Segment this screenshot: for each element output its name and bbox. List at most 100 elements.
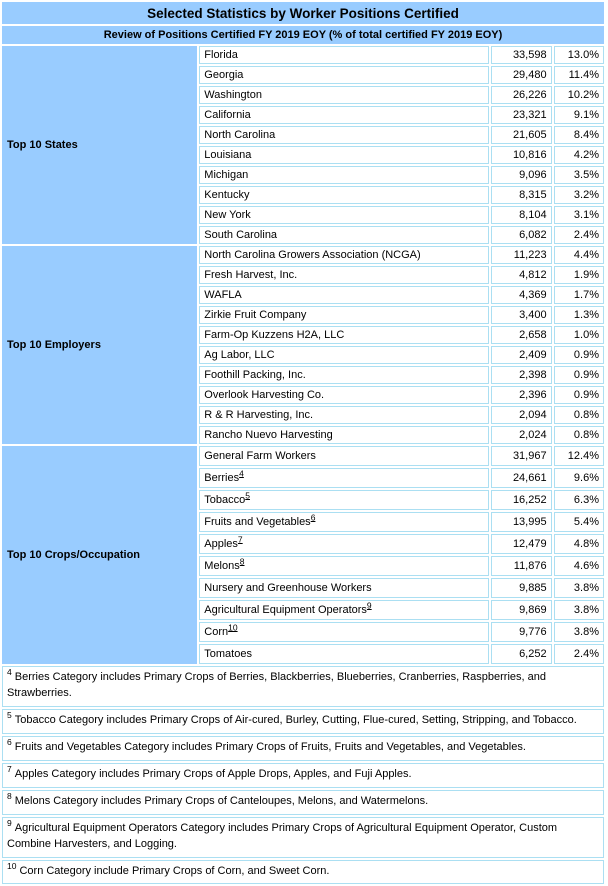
table-row: Top 10 Crops/Occupation General Farm Work… (2, 446, 604, 664)
row-count: 23,321 (491, 106, 552, 124)
table-row: Kentucky 8,315 3.2% (2, 186, 604, 204)
row-name: North Carolina Growers Association (NCGA… (204, 249, 421, 261)
row-name-cell: WAFLA (199, 286, 490, 304)
row-percent: 3.8% (553, 622, 604, 642)
row-name-cell: Tomatoes (199, 644, 490, 664)
row-count: 12,479 (491, 534, 552, 554)
row-name-cell: Melons8 (199, 556, 490, 576)
row-percent: 9.6% (553, 468, 604, 488)
table-row: Ag Labor, LLC 2,409 0.9% (2, 346, 604, 364)
footnote-link[interactable]: 8 (239, 556, 245, 567)
row-percent: 5.4% (553, 512, 604, 532)
row-count: 10,816 (491, 146, 552, 164)
row-name-cell: Rancho Nuevo Harvesting (199, 426, 490, 444)
footnote-row: 4 Berries Category includes Primary Crops… (2, 666, 604, 707)
table-row: Agricultural Equipment Operators9 9,869 3.… (2, 600, 604, 620)
row-count: 2,658 (491, 326, 552, 344)
row-name: R & R Harvesting, Inc. (204, 409, 314, 421)
row-name-cell: Kentucky (199, 186, 490, 204)
row-name: Georgia (204, 69, 244, 81)
table-row: Apples7 12,479 4.8% (2, 534, 604, 554)
footnote-marker: 5 (7, 710, 12, 721)
table-row: Tomatoes 6,252 2.4% (2, 644, 604, 664)
row-percent: 12.4% (553, 446, 604, 466)
row-name-cell: California (199, 106, 490, 124)
footnote-text: Agricultural Equipment Operators Categor… (7, 821, 558, 850)
footnote-cell: 6 Fruits and Vegetables Category includes… (2, 735, 604, 761)
row-name-cell: Tobacco5 (199, 490, 490, 510)
row-name-cell: Michigan (199, 166, 490, 184)
footnote-link[interactable]: 9 (366, 600, 372, 611)
row-percent: 1.9% (553, 266, 604, 284)
table-row: South Carolina 6,082 2.4% (2, 226, 604, 244)
row-name: Foothill Packing, Inc. (204, 369, 306, 381)
footnote-link[interactable]: 5 (245, 490, 250, 501)
footnote-marker: 10 (7, 860, 17, 871)
table-row: California 23,321 9.1% (2, 106, 604, 124)
row-name-cell: Nursery and Greenhouse Workers (199, 578, 490, 598)
row-name-cell: Agricultural Equipment Operators9 (199, 600, 490, 620)
row-percent: 6.3% (553, 490, 604, 510)
row-name: Tomatoes (204, 648, 252, 660)
footnote-cell: 7 Apples Category includes Primary Crops … (2, 762, 604, 788)
row-count: 16,252 (491, 490, 552, 510)
row-name-cell: Washington (199, 86, 490, 104)
row-count: 4,812 (491, 266, 552, 284)
footnote-text: Apples Category includes Primary Crops o… (14, 767, 412, 780)
row-name: Louisiana (204, 149, 252, 161)
row-name-cell: Georgia (199, 66, 490, 84)
row-name-cell: Zirkie Fruit Company (199, 306, 490, 324)
subtitle-row: Review of Positions Certified FY 2019 EO… (2, 26, 604, 44)
row-name-cell: Florida (199, 46, 490, 64)
footnote-link[interactable]: 7 (237, 534, 243, 545)
page-title: Selected Statistics by Worker Positions … (2, 2, 604, 24)
table-row: Fresh Harvest, Inc. 4,812 1.9% (2, 266, 604, 284)
row-name: Farm-Op Kuzzens H2A, LLC (204, 329, 345, 341)
row-name: South Carolina (204, 229, 278, 241)
row-count: 8,315 (491, 186, 552, 204)
row-percent: 3.1% (553, 206, 604, 224)
row-name: Fresh Harvest, Inc. (204, 269, 298, 281)
row-count: 9,885 (491, 578, 552, 598)
row-count: 8,104 (491, 206, 552, 224)
footnote-text: Berries Category includes Primary Crops … (7, 671, 546, 699)
row-percent: 3.8% (553, 578, 604, 598)
row-count: 26,226 (491, 86, 552, 104)
table-row: Nursery and Greenhouse Workers 9,885 3.8% (2, 578, 604, 598)
row-name-cell: North Carolina (199, 126, 490, 144)
row-name: Michigan (204, 169, 249, 181)
footnote-link[interactable]: 4 (239, 468, 244, 479)
row-name: Fruits and Vegetables (204, 516, 311, 528)
row-percent: 1.7% (553, 286, 604, 304)
table-row: Washington 26,226 10.2% (2, 86, 604, 104)
row-percent: 4.4% (553, 246, 604, 264)
row-name: Tobacco (204, 494, 246, 506)
row-count: 9,096 (491, 166, 552, 184)
row-name-cell: Fresh Harvest, Inc. (199, 266, 490, 284)
footnote-marker: 8 (7, 791, 12, 802)
row-percent: 0.9% (553, 346, 604, 364)
row-count: 6,252 (491, 644, 552, 664)
row-name: Rancho Nuevo Harvesting (204, 429, 333, 441)
row-count: 4,369 (491, 286, 552, 304)
footnote-row: 5 Tobacco Category includes Primary Crops… (2, 708, 604, 734)
footnote-cell: 8 Melons Category includes Primary Crops … (2, 789, 604, 815)
row-count: 2,398 (491, 366, 552, 384)
footnote-text: Fruits and Vegetables Category includes … (14, 740, 526, 753)
row-percent: 11.4% (553, 66, 604, 84)
row-name: North Carolina (204, 129, 276, 141)
row-count: 2,409 (491, 346, 552, 364)
row-count: 9,869 (491, 600, 552, 620)
row-name-cell: Farm-Op Kuzzens H2A, LLC (199, 326, 490, 344)
row-name: Nursery and Greenhouse Workers (204, 582, 372, 594)
footnote-marker: 6 (7, 737, 12, 748)
row-percent: 0.8% (553, 406, 604, 424)
table-row: New York 8,104 3.1% (2, 206, 604, 224)
table-row: Farm-Op Kuzzens H2A, LLC 2,658 1.0% (2, 326, 604, 344)
footnote-link[interactable]: 6 (310, 512, 316, 523)
row-percent: 3.8% (553, 600, 604, 620)
footnote-link[interactable]: 10 (228, 622, 238, 633)
row-name: Ag Labor, LLC (204, 349, 275, 361)
table-row: Louisiana 10,816 4.2% (2, 146, 604, 164)
footnote-row: 9 Agricultural Equipment Operators Catego… (2, 816, 604, 858)
